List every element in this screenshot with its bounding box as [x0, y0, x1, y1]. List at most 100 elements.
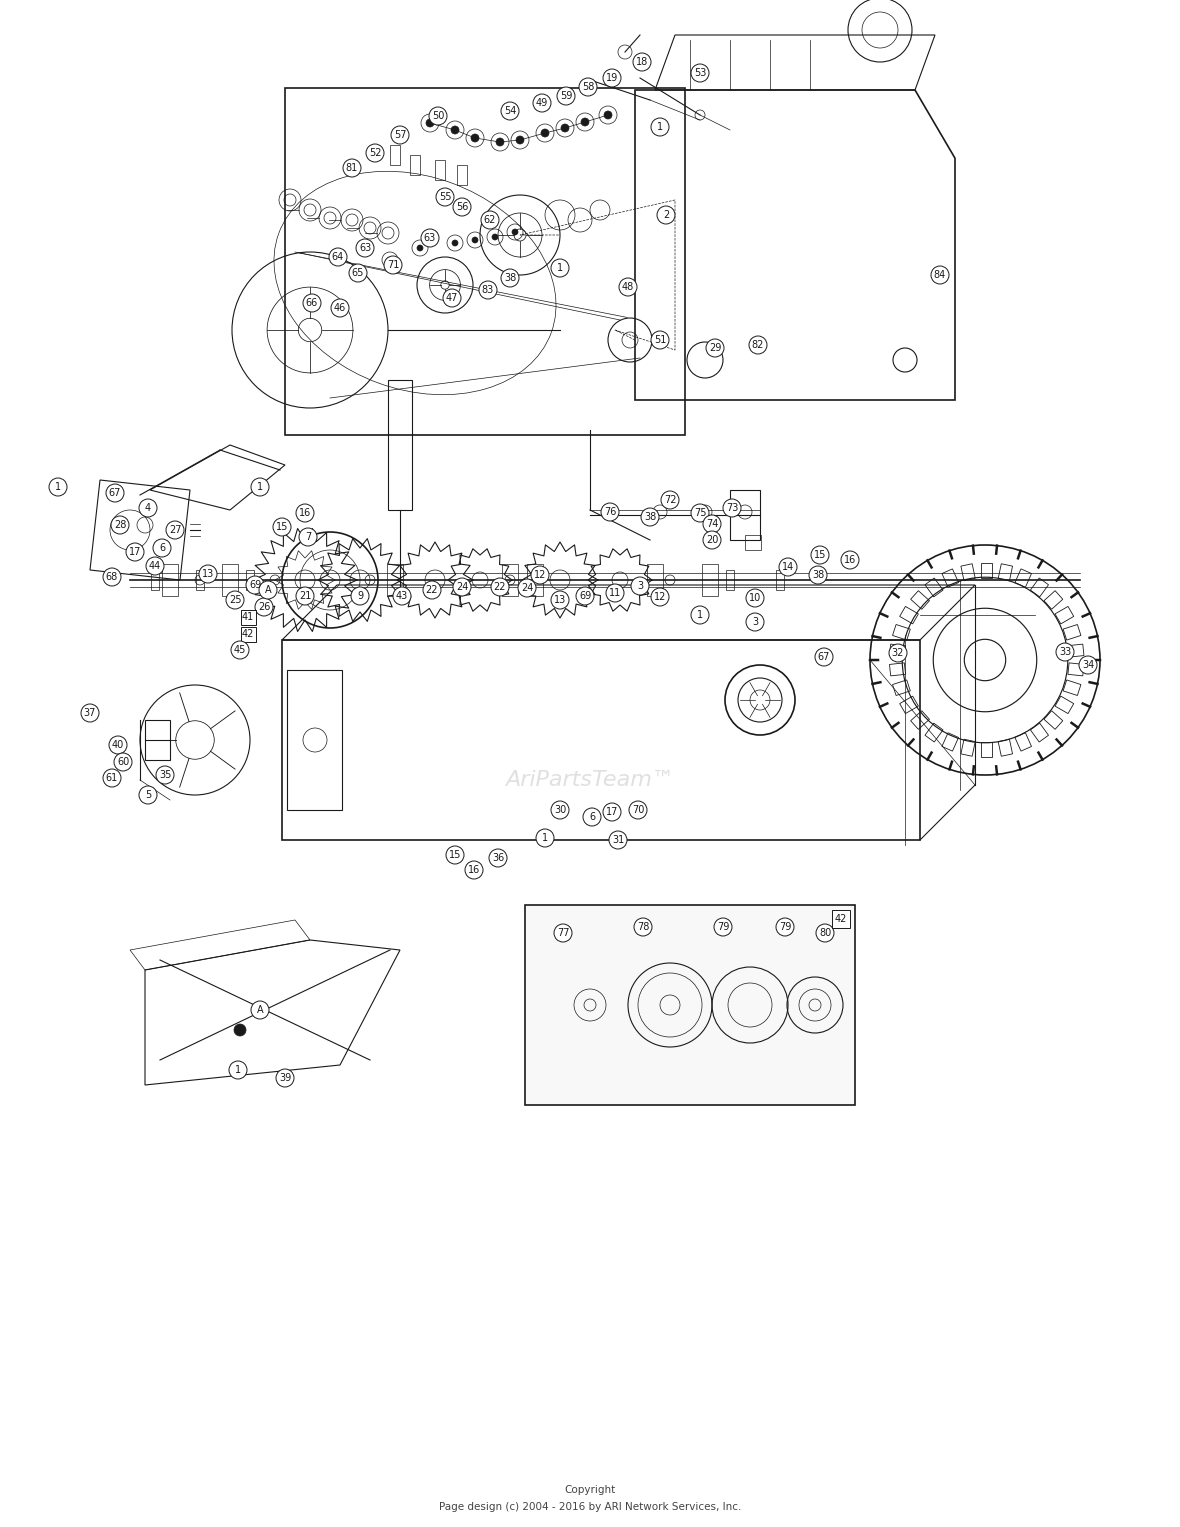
Text: 43: 43 — [395, 591, 408, 602]
Circle shape — [632, 53, 651, 70]
Text: 60: 60 — [117, 757, 129, 767]
Circle shape — [251, 1002, 269, 1019]
Circle shape — [111, 516, 129, 534]
Bar — [457, 165, 467, 185]
Text: 83: 83 — [481, 286, 494, 295]
Bar — [525, 906, 856, 1106]
Circle shape — [604, 111, 612, 119]
Text: 29: 29 — [709, 344, 721, 353]
Circle shape — [601, 502, 620, 521]
Bar — [911, 591, 930, 609]
Circle shape — [706, 339, 725, 357]
Bar — [745, 534, 761, 550]
Circle shape — [245, 576, 264, 594]
Circle shape — [452, 240, 458, 246]
Text: 62: 62 — [484, 215, 496, 224]
Text: 81: 81 — [346, 163, 358, 173]
Text: 7: 7 — [304, 531, 312, 542]
Circle shape — [512, 229, 518, 235]
Bar — [502, 563, 518, 596]
Circle shape — [234, 1025, 245, 1035]
Circle shape — [255, 599, 273, 615]
Bar — [998, 563, 1012, 580]
Circle shape — [634, 918, 653, 936]
Circle shape — [703, 531, 721, 550]
Text: Page design (c) 2004 - 2016 by ARI Network Services, Inc.: Page design (c) 2004 - 2016 by ARI Netwo… — [439, 1503, 741, 1512]
Circle shape — [451, 127, 459, 134]
Circle shape — [453, 579, 471, 596]
Text: 70: 70 — [631, 805, 644, 815]
Bar — [1055, 696, 1074, 713]
Text: 46: 46 — [334, 302, 346, 313]
Bar — [1063, 680, 1081, 695]
Text: 84: 84 — [933, 270, 946, 279]
Bar — [1044, 710, 1063, 730]
Bar — [1055, 606, 1074, 625]
Circle shape — [1056, 643, 1074, 661]
Bar — [899, 606, 918, 625]
Bar — [998, 739, 1012, 756]
Bar — [162, 563, 178, 596]
Circle shape — [296, 504, 314, 522]
Circle shape — [841, 551, 859, 570]
Text: 1: 1 — [697, 609, 703, 620]
Text: 56: 56 — [455, 202, 468, 212]
Circle shape — [536, 829, 553, 847]
Bar — [776, 570, 784, 589]
Text: 44: 44 — [149, 560, 162, 571]
Text: 1: 1 — [557, 263, 563, 273]
Circle shape — [641, 508, 658, 525]
Text: 13: 13 — [553, 596, 566, 605]
Bar — [388, 380, 412, 510]
Text: 73: 73 — [726, 502, 739, 513]
Text: 22: 22 — [493, 582, 506, 592]
Text: A: A — [257, 1005, 263, 1015]
Bar — [911, 710, 930, 730]
Circle shape — [551, 802, 569, 818]
Text: 39: 39 — [278, 1073, 291, 1083]
Circle shape — [481, 211, 499, 229]
Circle shape — [811, 547, 830, 563]
Circle shape — [491, 579, 509, 596]
Bar — [151, 570, 159, 589]
Bar — [1044, 591, 1063, 609]
Circle shape — [258, 580, 277, 599]
Text: 17: 17 — [605, 806, 618, 817]
Circle shape — [356, 240, 374, 257]
Circle shape — [103, 568, 122, 586]
Circle shape — [126, 544, 144, 560]
Circle shape — [166, 521, 184, 539]
Bar — [391, 145, 400, 165]
Circle shape — [479, 281, 497, 299]
Text: 48: 48 — [622, 282, 634, 292]
Text: 69: 69 — [249, 580, 261, 589]
Circle shape — [366, 144, 384, 162]
Bar — [1015, 570, 1031, 588]
Text: 50: 50 — [432, 111, 444, 121]
Text: 25: 25 — [229, 596, 241, 605]
Circle shape — [153, 539, 171, 557]
Circle shape — [746, 612, 763, 631]
Circle shape — [146, 557, 164, 576]
Bar — [435, 160, 445, 180]
Circle shape — [714, 918, 732, 936]
Circle shape — [809, 567, 827, 583]
Circle shape — [435, 188, 454, 206]
Bar — [730, 490, 760, 541]
Text: 3: 3 — [752, 617, 758, 628]
Circle shape — [489, 849, 507, 867]
Circle shape — [502, 269, 519, 287]
Circle shape — [931, 266, 949, 284]
Text: 3: 3 — [637, 580, 643, 591]
Circle shape — [303, 295, 321, 312]
Text: 47: 47 — [446, 293, 458, 302]
Circle shape — [746, 589, 763, 608]
Text: 61: 61 — [106, 773, 118, 783]
Text: 36: 36 — [492, 854, 504, 863]
Circle shape — [251, 478, 269, 496]
Text: 78: 78 — [637, 922, 649, 931]
Circle shape — [472, 237, 478, 243]
Bar — [222, 563, 238, 596]
Text: 64: 64 — [332, 252, 345, 263]
Circle shape — [227, 591, 244, 609]
